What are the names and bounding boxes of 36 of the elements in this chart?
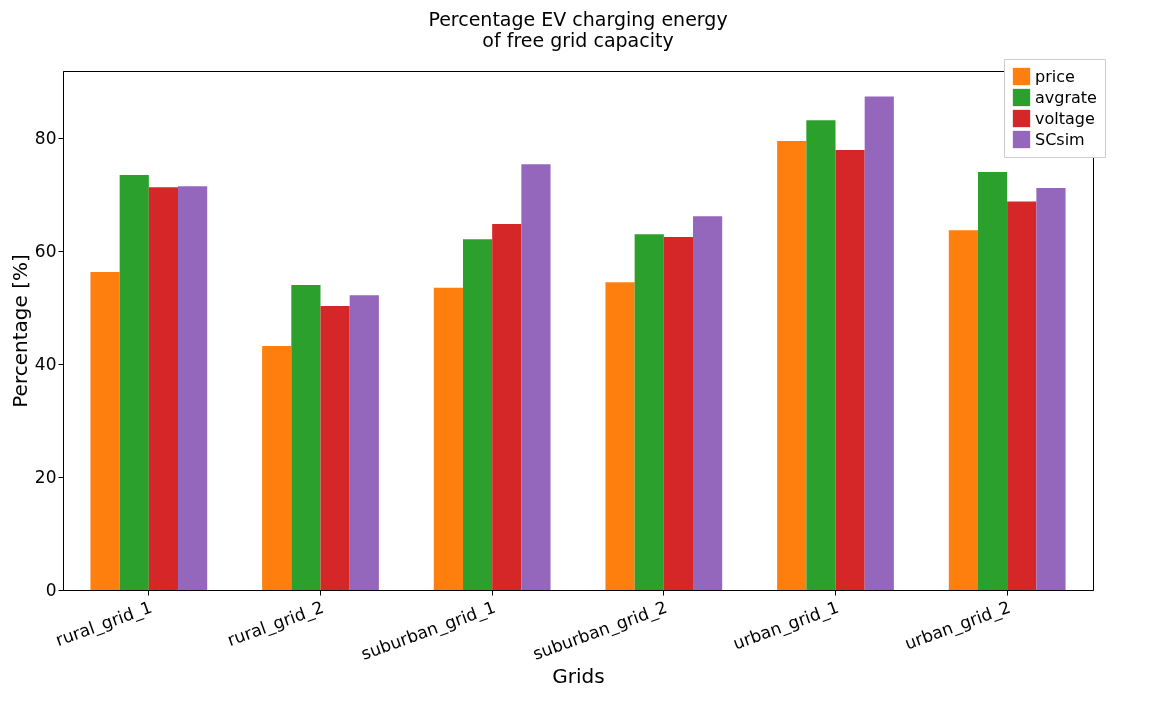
bar bbox=[521, 164, 551, 590]
legend-label: avgrate bbox=[1035, 87, 1097, 107]
legend-label: voltage bbox=[1035, 108, 1095, 128]
bar bbox=[835, 150, 865, 590]
bar bbox=[806, 120, 836, 590]
bar bbox=[148, 187, 179, 590]
bar bbox=[977, 172, 1008, 590]
bar bbox=[605, 282, 635, 590]
bar bbox=[291, 285, 321, 590]
bar bbox=[1036, 187, 1066, 590]
legend-label: SCsim bbox=[1035, 129, 1085, 149]
bar bbox=[349, 295, 379, 590]
bar bbox=[864, 96, 894, 590]
y-tick-label: 40 bbox=[34, 353, 57, 374]
bar bbox=[262, 346, 292, 590]
y-tick-label: 80 bbox=[34, 127, 57, 148]
bar bbox=[178, 186, 208, 590]
bar bbox=[320, 305, 350, 590]
y-tick-label: 60 bbox=[34, 240, 57, 261]
legend-label: price bbox=[1035, 66, 1075, 86]
bar bbox=[90, 272, 120, 590]
y-tick-label: 20 bbox=[34, 466, 57, 487]
chart-title: Percentage EV charging energy of free grid capacity bbox=[428, 7, 728, 51]
bar bbox=[777, 141, 807, 590]
bar bbox=[948, 230, 978, 590]
y-tick-label: 0 bbox=[45, 579, 57, 600]
bar bbox=[492, 224, 522, 590]
bar bbox=[1007, 201, 1037, 590]
bar bbox=[462, 239, 493, 590]
bar bbox=[433, 287, 463, 590]
y-axis-title: Percentage [%] bbox=[7, 254, 32, 408]
bar bbox=[693, 216, 723, 590]
bar bbox=[634, 234, 664, 590]
bar bbox=[119, 174, 149, 590]
bar bbox=[663, 237, 694, 590]
x-axis-title: Grids bbox=[552, 663, 605, 688]
